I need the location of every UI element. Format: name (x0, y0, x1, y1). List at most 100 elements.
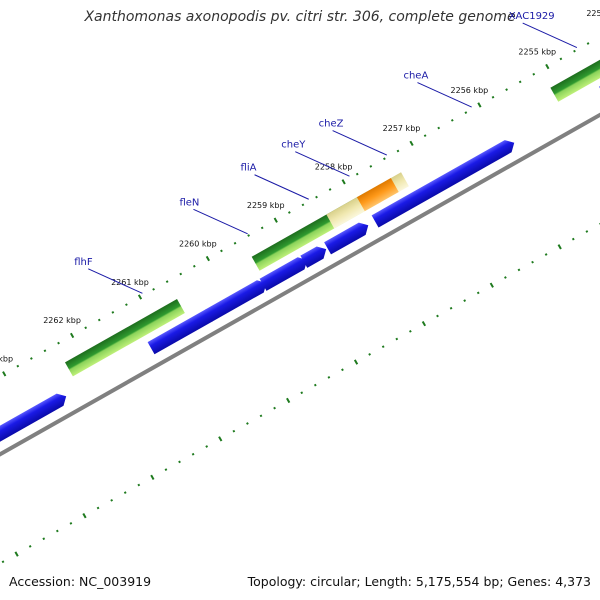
minor-tick (504, 276, 507, 279)
minor-tick (532, 72, 536, 76)
minor-tick (436, 314, 439, 318)
cds-arrow-shape (324, 222, 369, 255)
minor-tick (179, 272, 183, 276)
kbp-label: 2255 kbp (518, 47, 556, 56)
cds-arrow-shape (0, 393, 67, 458)
minor-tick (165, 280, 169, 283)
minor-tick (518, 80, 522, 84)
major-tick (489, 282, 494, 288)
minor-tick (137, 483, 141, 487)
minor-tick (449, 306, 453, 310)
gene-label: cheA (403, 71, 428, 82)
minor-tick (191, 452, 195, 456)
major-tick (14, 551, 19, 557)
cds-arrow-shape (300, 246, 327, 268)
minor-tick (205, 445, 209, 448)
minor-tick (164, 468, 168, 471)
minor-tick (396, 149, 400, 153)
summary-text: Topology: circular; Length: 5,175,554 bp… (247, 574, 591, 589)
backbone-line (0, 112, 600, 457)
minor-tick (301, 203, 305, 207)
minor-tick (28, 545, 32, 548)
minor-tick (369, 165, 373, 168)
cds-arrow-blue (371, 140, 515, 228)
minor-tick (313, 383, 317, 387)
gene-leader-line (417, 82, 472, 108)
minor-tick (273, 406, 276, 410)
gene-leader-line (295, 151, 350, 177)
minor-tick (287, 211, 291, 214)
minor-tick (55, 529, 59, 533)
minor-tick (327, 376, 331, 379)
kbp-label: 2262 kbp (43, 316, 81, 325)
accession-text: Accession: NC_003919 (9, 574, 152, 589)
minor-tick (517, 268, 521, 272)
major-tick (421, 320, 427, 327)
minor-tick (571, 237, 575, 241)
cds-arrow-blue (205, 280, 267, 322)
kbp-label: 2263 kbp (0, 355, 13, 364)
minor-tick (355, 172, 359, 176)
minor-tick (585, 230, 589, 233)
kbp-label: 2254 kbp (586, 9, 600, 18)
minor-tick (383, 157, 386, 161)
gene-bar-green (64, 299, 185, 377)
gene-label: flhF (74, 257, 93, 268)
minor-tick (368, 353, 371, 356)
minor-tick (96, 506, 100, 510)
minor-tick (260, 226, 264, 230)
gene-leader-line (193, 208, 248, 235)
minor-tick (341, 368, 344, 372)
gene-label: cheY (281, 140, 306, 151)
gene-leader-line (522, 22, 578, 48)
major-tick (218, 436, 223, 442)
gene-leader-line (254, 174, 309, 200)
minor-tick (328, 188, 332, 191)
minor-tick (43, 349, 47, 353)
cds-arrow-shape (205, 280, 267, 322)
minor-tick (544, 253, 548, 256)
minor-tick (464, 111, 468, 114)
minor-tick (463, 299, 467, 302)
minor-tick (220, 249, 223, 253)
minor-tick (192, 264, 196, 268)
minor-tick (110, 498, 114, 502)
inner-tick-row (1, 222, 600, 564)
kbp-label: 2257 kbp (383, 124, 421, 133)
cds-arrow-shape (259, 257, 308, 291)
minor-tick (247, 234, 250, 237)
major-tick (273, 217, 278, 223)
cds-arrow-blue (324, 222, 369, 255)
major-tick (286, 397, 291, 404)
backbone (0, 112, 600, 457)
major-tick (341, 179, 346, 185)
minor-tick (259, 414, 263, 418)
minor-tick (178, 460, 181, 464)
kbp-label: 2260 kbp (179, 239, 217, 248)
minor-tick (381, 345, 385, 349)
minor-tick (111, 311, 115, 314)
major-tick (477, 102, 482, 108)
minor-tick (315, 195, 318, 199)
gene-leader-line (332, 130, 388, 156)
cds-arrow-blue (147, 309, 216, 355)
minor-tick (450, 118, 454, 122)
minor-tick (559, 57, 563, 61)
major-tick (2, 371, 7, 377)
major-tick (150, 474, 155, 480)
minor-tick (491, 95, 495, 99)
minor-tick (586, 42, 590, 45)
cds-arrow-blue (300, 246, 327, 268)
gene-bar-fill (356, 178, 399, 212)
major-tick (70, 332, 75, 339)
cds-arrow-shape (371, 140, 515, 228)
major-tick (409, 140, 414, 147)
minor-tick (437, 126, 441, 130)
kbp-label: 2259 kbp (247, 201, 285, 210)
cds-arrow-blue (259, 257, 308, 291)
minor-tick (152, 287, 155, 291)
minor-tick (97, 318, 101, 322)
minor-tick (246, 422, 249, 425)
